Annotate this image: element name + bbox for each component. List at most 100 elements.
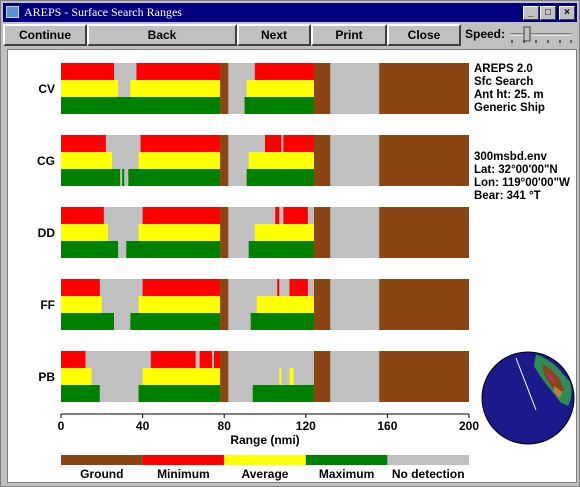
minimum-bar bbox=[289, 279, 308, 296]
platform-label: CV bbox=[38, 82, 55, 96]
program-name: AREPS 2.0 bbox=[474, 63, 533, 75]
window-title: AREPS - Surface Search Ranges bbox=[24, 5, 182, 19]
platform-label: CG bbox=[37, 154, 55, 168]
legend-swatch bbox=[305, 455, 388, 465]
minimum-bar bbox=[214, 351, 221, 368]
average-bar bbox=[256, 296, 314, 313]
antenna-height: Ant ht: 25. m bbox=[474, 89, 544, 101]
plot-area: CV CG DD FF PB 0 40 80 120 160 200 Range (nmi) Groun… bbox=[7, 49, 577, 483]
title-bar[interactable]: AREPS - Surface Search Ranges _ □ × bbox=[3, 3, 577, 22]
env-file: 300msbd.env bbox=[474, 151, 547, 163]
maximum-bar bbox=[250, 313, 314, 330]
minimum-bar bbox=[254, 63, 314, 80]
back-button[interactable]: Back bbox=[87, 24, 237, 46]
ground-bar bbox=[220, 351, 229, 402]
maximum-bar bbox=[128, 169, 221, 186]
average-bar bbox=[254, 224, 314, 241]
maximum-bar bbox=[61, 385, 100, 402]
minimum-bar bbox=[61, 351, 86, 368]
x-tick-label: 0 bbox=[58, 419, 65, 433]
maximize-button[interactable]: □ bbox=[540, 6, 556, 20]
next-button[interactable]: Next bbox=[237, 24, 311, 46]
maximum-bar bbox=[126, 241, 221, 258]
legend-label: Maximum bbox=[319, 467, 374, 481]
platform-label: FF bbox=[40, 298, 55, 312]
minimum-bar bbox=[61, 63, 115, 80]
average-bar bbox=[61, 224, 108, 241]
app-icon bbox=[6, 6, 19, 18]
minimize-button[interactable]: _ bbox=[523, 6, 539, 20]
x-tick-label: 80 bbox=[218, 419, 232, 433]
minimum-bar bbox=[275, 207, 280, 224]
toolbar: Continue Back Next Print Close Speed: bbox=[3, 24, 577, 46]
average-bar bbox=[289, 368, 294, 385]
ground-bar bbox=[313, 135, 331, 186]
minimum-bar bbox=[283, 207, 308, 224]
minimum-bar bbox=[61, 279, 100, 296]
maximum-bar bbox=[61, 241, 119, 258]
speed-slider-thumb[interactable] bbox=[523, 26, 531, 42]
maximum-bar bbox=[61, 97, 221, 114]
ground-bar bbox=[313, 63, 331, 114]
print-button[interactable]: Print bbox=[311, 24, 387, 46]
minimum-bar bbox=[277, 279, 280, 296]
close-window-button[interactable]: × bbox=[559, 6, 575, 20]
maximum-bar bbox=[61, 169, 121, 186]
ground-bar bbox=[220, 279, 229, 330]
legend-label: Average bbox=[242, 467, 289, 481]
detection-range-chart: CV CG DD FF PB 0 40 80 120 160 200 Range (nmi) Groun… bbox=[37, 63, 479, 481]
x-axis-label: Range (nmi) bbox=[230, 433, 299, 447]
average-bar bbox=[142, 368, 221, 385]
legend-label: Minimum bbox=[157, 467, 210, 481]
x-tick-label: 40 bbox=[136, 419, 150, 433]
continue-button[interactable]: Continue bbox=[3, 24, 87, 46]
legend-swatch bbox=[142, 455, 225, 465]
ground-bar bbox=[313, 207, 331, 258]
ground-bar bbox=[379, 351, 469, 402]
ground-bar bbox=[220, 63, 229, 114]
product-name: Sfc Search bbox=[474, 76, 534, 88]
minimum-bar bbox=[142, 207, 221, 224]
average-bar bbox=[61, 368, 92, 385]
ground-bar bbox=[379, 135, 469, 186]
ground-bar bbox=[220, 207, 229, 258]
maximum-bar bbox=[130, 313, 221, 330]
average-bar bbox=[248, 152, 314, 169]
average-bar bbox=[138, 296, 221, 313]
close-button[interactable]: Close bbox=[387, 24, 461, 46]
maximum-bar bbox=[122, 169, 125, 186]
x-tick-label: 120 bbox=[296, 419, 316, 433]
minimum-bar bbox=[61, 207, 104, 224]
average-bar bbox=[61, 152, 112, 169]
ground-bar bbox=[379, 279, 469, 330]
globe-map bbox=[481, 351, 575, 445]
average-bar bbox=[61, 296, 102, 313]
legend-swatch bbox=[387, 455, 469, 465]
minimum-bar bbox=[265, 135, 282, 152]
average-bar bbox=[279, 368, 282, 385]
ground-bar bbox=[379, 207, 469, 258]
minimum-bar bbox=[140, 135, 221, 152]
ground-bar bbox=[313, 279, 331, 330]
minimum-bar bbox=[136, 63, 221, 80]
platform-label: DD bbox=[38, 226, 56, 240]
ground-bar bbox=[379, 63, 469, 114]
legend-swatch bbox=[224, 455, 306, 465]
ground-bar bbox=[313, 351, 331, 402]
x-tick-label: 160 bbox=[377, 419, 397, 433]
platform-name: Generic Ship bbox=[474, 102, 545, 114]
x-tick-label: 200 bbox=[459, 419, 479, 433]
average-bar bbox=[61, 80, 119, 97]
average-bar bbox=[130, 80, 221, 97]
maximum-bar bbox=[61, 313, 115, 330]
minimum-bar bbox=[283, 135, 314, 152]
minimum-bar bbox=[61, 135, 106, 152]
ground-bar bbox=[220, 135, 229, 186]
longitude: Lon: 119°00'00"W bbox=[474, 177, 570, 189]
maximum-bar bbox=[246, 169, 314, 186]
speed-label: Speed: bbox=[465, 27, 506, 41]
minimum-bar bbox=[142, 279, 221, 296]
maximum-bar bbox=[252, 385, 314, 402]
speed-slider[interactable] bbox=[508, 26, 574, 44]
